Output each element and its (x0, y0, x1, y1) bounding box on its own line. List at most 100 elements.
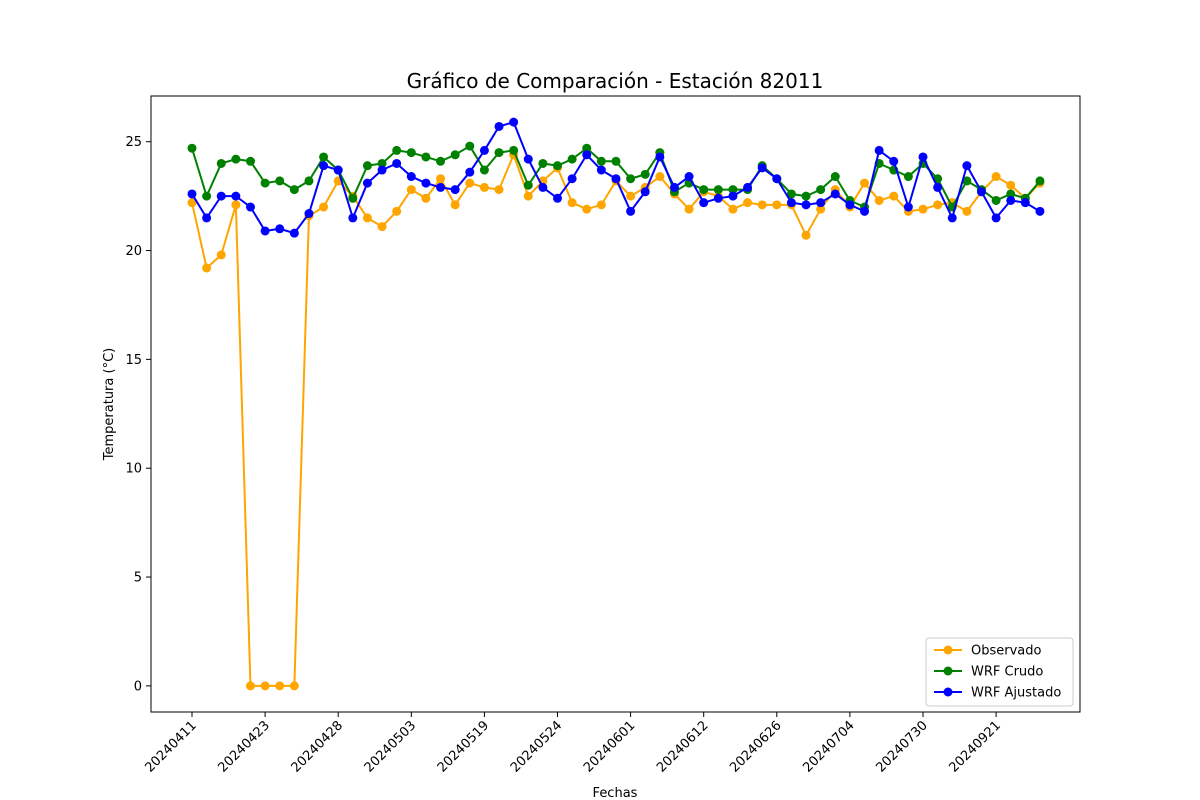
x-tick-label: 20240626 (727, 718, 784, 775)
x-axis-label: Fechas (593, 786, 638, 800)
data-point (377, 222, 387, 232)
data-point (699, 185, 709, 195)
data-point (319, 161, 329, 171)
data-point (187, 143, 197, 153)
data-point (889, 156, 899, 166)
data-point (392, 158, 402, 168)
y-axis: 0 5 10 15 20 25 (125, 135, 151, 694)
data-point (231, 154, 241, 164)
data-point (567, 198, 577, 208)
data-point (202, 191, 212, 201)
data-point (275, 176, 285, 186)
legend-label: WRF Crudo (971, 665, 1043, 680)
data-point (509, 117, 519, 127)
plot-area (187, 117, 1045, 691)
data-point (786, 189, 796, 199)
data-point (275, 224, 285, 234)
data-point (567, 154, 577, 164)
data-point (362, 213, 372, 223)
legend-swatch-marker (943, 645, 953, 655)
data-point (991, 172, 1001, 182)
data-point (392, 145, 402, 155)
data-point (494, 185, 504, 195)
data-point (465, 178, 475, 188)
data-point (713, 193, 723, 203)
legend-label: Observado (971, 644, 1042, 659)
legend-entry: Observado (934, 644, 1042, 659)
x-axis: 20240411 20240423 20240428 20240503 20240519… (142, 712, 1004, 776)
data-point (801, 230, 811, 240)
y-tick-label: 10 (125, 462, 142, 477)
data-point (1006, 180, 1016, 190)
data-point (289, 185, 299, 195)
data-point (801, 191, 811, 201)
series-2 (187, 117, 1045, 238)
data-point (202, 213, 212, 223)
data-point (465, 167, 475, 177)
chart-title: Gráfico de Comparación - Estación 82011 (407, 69, 824, 93)
data-point (260, 226, 270, 236)
data-point (333, 165, 343, 175)
data-point (669, 182, 679, 192)
data-point (450, 150, 460, 160)
y-tick-label: 0 (134, 679, 142, 694)
data-point (626, 191, 636, 201)
data-point (245, 681, 255, 691)
data-point (860, 206, 870, 216)
data-point (553, 193, 562, 203)
data-point (655, 152, 665, 162)
data-point (538, 182, 548, 192)
data-point (187, 198, 197, 208)
data-point (684, 172, 694, 182)
data-point (406, 148, 416, 158)
data-point (465, 141, 475, 151)
data-point (187, 189, 197, 199)
data-point (582, 150, 592, 160)
data-point (202, 263, 212, 273)
legend-entry: WRF Crudo (934, 665, 1043, 680)
data-point (1020, 198, 1030, 208)
y-tick-label: 20 (125, 244, 142, 259)
data-point (436, 156, 446, 166)
data-point (304, 176, 314, 186)
data-point (889, 191, 899, 201)
data-point (933, 200, 943, 210)
data-point (874, 145, 884, 155)
data-point (816, 185, 826, 195)
data-point (275, 681, 285, 691)
y-tick-label: 25 (125, 135, 142, 150)
data-point (596, 200, 606, 210)
data-point (289, 681, 299, 691)
data-point (962, 161, 972, 171)
data-point (801, 200, 811, 210)
x-tick-label: 20240730 (873, 718, 930, 775)
data-point (436, 174, 446, 184)
data-point (918, 204, 928, 214)
data-point (991, 195, 1001, 205)
x-tick-label: 20240503 (362, 718, 419, 775)
data-point (348, 213, 358, 223)
data-point (421, 178, 431, 188)
data-point (626, 206, 636, 216)
data-point (611, 174, 621, 184)
data-point (260, 178, 270, 188)
data-point (1035, 206, 1045, 216)
data-point (626, 174, 636, 184)
data-point (216, 250, 226, 260)
data-point (377, 158, 387, 168)
data-point (933, 182, 943, 192)
data-point (553, 161, 562, 171)
y-axis-label: Temperatura (°C) (102, 348, 117, 461)
legend-swatch-marker (943, 666, 953, 676)
data-point (494, 148, 504, 158)
data-point (494, 121, 504, 131)
data-point (421, 193, 431, 203)
data-point (245, 156, 255, 166)
series-0 (187, 150, 1045, 691)
data-point (962, 176, 972, 186)
data-point (245, 202, 255, 212)
data-point (743, 182, 753, 192)
series-line (191, 153, 1041, 687)
data-point (260, 681, 270, 691)
data-point (479, 165, 489, 175)
